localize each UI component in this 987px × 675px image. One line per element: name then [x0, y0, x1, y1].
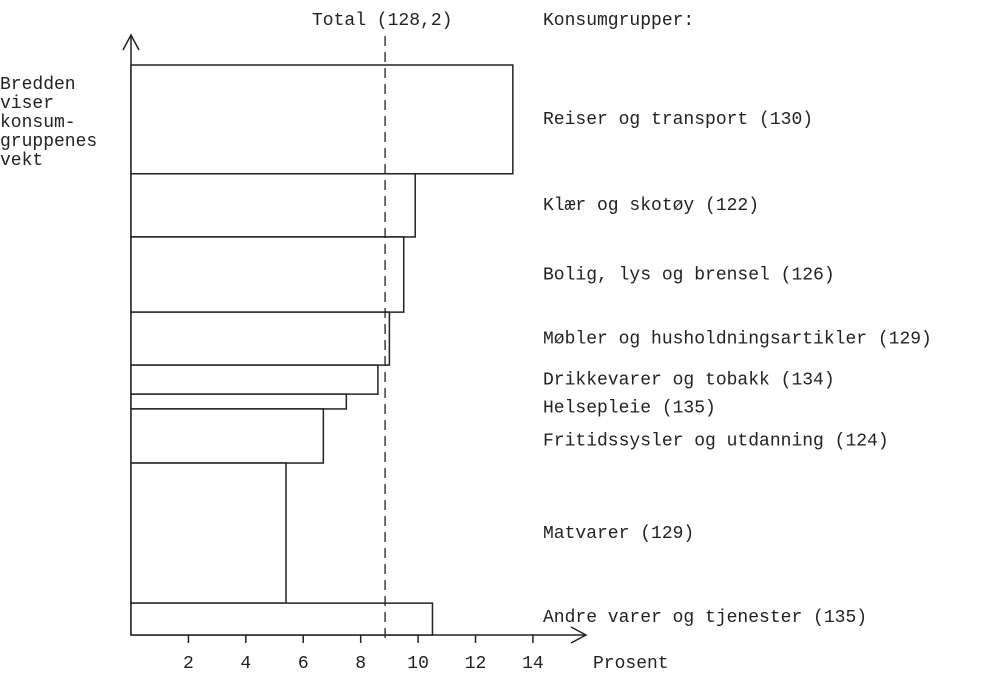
y-axis-note: vekt — [0, 151, 43, 171]
x-tick-label: 12 — [465, 654, 487, 674]
y-axis-note: gruppenes — [0, 132, 97, 152]
category-label: Reiser og transport (130) — [543, 110, 813, 130]
bar — [130, 364, 379, 395]
bar — [130, 173, 416, 238]
bar — [130, 311, 391, 366]
x-tick-label: 6 — [298, 654, 309, 674]
x-tick-label: 2 — [183, 654, 194, 674]
y-axis-note: viser — [0, 94, 54, 114]
x-axis-label: Prosent — [593, 654, 669, 674]
category-label: Drikkevarer og tobakk (134) — [543, 370, 835, 390]
bar — [130, 462, 287, 604]
category-label: Møbler og husholdningsartikler (129) — [543, 329, 932, 349]
total-label: Total (128,2) — [312, 11, 452, 31]
bar — [130, 393, 348, 410]
category-label: Helsepleie (135) — [543, 398, 716, 418]
category-label: Bolig, lys og brensel (126) — [543, 265, 835, 285]
category-label: Andre varer og tjenester (135) — [543, 608, 867, 628]
bar — [130, 64, 514, 175]
category-label: Matvarer (129) — [543, 524, 694, 544]
category-label: Fritidssysler og utdanning (124) — [543, 432, 889, 452]
legend-title: Konsumgrupper: — [543, 11, 694, 31]
bar — [130, 236, 405, 313]
x-tick-label: 4 — [240, 654, 251, 674]
x-tick-label: 8 — [355, 654, 366, 674]
x-axis-arrow — [570, 626, 588, 644]
x-tick-label: 14 — [522, 654, 544, 674]
x-tick-label: 10 — [407, 654, 429, 674]
bar — [130, 602, 434, 636]
category-label: Klær og skotøy (122) — [543, 196, 759, 216]
y-axis-note: Bredden — [0, 75, 76, 95]
y-axis-note: konsum- — [0, 113, 76, 133]
y-axis-arrow — [122, 33, 140, 51]
bar — [130, 408, 325, 464]
